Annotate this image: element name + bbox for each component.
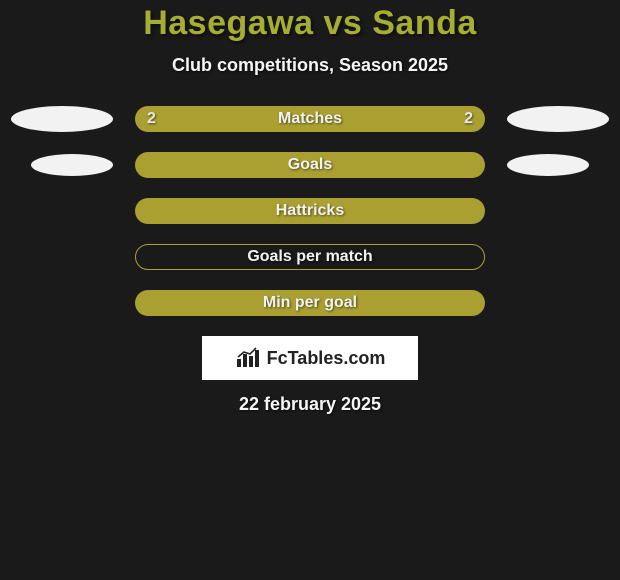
- right-ellipse: [507, 244, 609, 270]
- right-ellipse: [507, 154, 589, 176]
- logo-text: FcTables.com: [267, 348, 386, 369]
- stat-label: Hattricks: [276, 202, 344, 220]
- subtitle: Club competitions, Season 2025: [0, 55, 620, 76]
- stat-right-value: 2: [464, 110, 473, 128]
- stat-bar: 2 Matches 2: [135, 106, 485, 132]
- stat-bar: Goals: [135, 152, 485, 178]
- left-ellipse: [31, 154, 113, 176]
- stat-row: 2 Matches 2: [0, 106, 620, 132]
- logo-box: FcTables.com: [202, 336, 418, 380]
- stat-row: Hattricks: [0, 198, 620, 224]
- right-ellipse: [507, 290, 609, 316]
- stat-bar: Goals per match: [135, 244, 485, 270]
- stat-bar: Hattricks: [135, 198, 485, 224]
- stat-row: Goals per match: [0, 244, 620, 270]
- right-ellipse: [507, 106, 609, 132]
- stat-row: Goals: [0, 152, 620, 178]
- left-ellipse: [11, 244, 113, 270]
- date: 22 february 2025: [0, 394, 620, 415]
- logo: FcTables.com: [235, 347, 386, 369]
- stat-label: Goals: [288, 156, 332, 174]
- right-ellipse: [507, 198, 609, 224]
- stat-bar: Min per goal: [135, 290, 485, 316]
- comparison-infographic: Hasegawa vs Sanda Club competitions, Sea…: [0, 0, 620, 580]
- stat-rows: 2 Matches 2 Goals Hattricks Goals per match Mi…: [0, 106, 620, 316]
- stat-label: Matches: [278, 110, 342, 128]
- chart-icon: [235, 347, 261, 369]
- stat-left-value: 2: [147, 110, 156, 128]
- left-ellipse: [11, 290, 113, 316]
- stat-row: Min per goal: [0, 290, 620, 316]
- stat-label: Min per goal: [263, 294, 357, 312]
- left-ellipse: [11, 198, 113, 224]
- stat-label: Goals per match: [247, 248, 372, 266]
- left-ellipse: [11, 106, 113, 132]
- page-title: Hasegawa vs Sanda: [0, 4, 620, 43]
